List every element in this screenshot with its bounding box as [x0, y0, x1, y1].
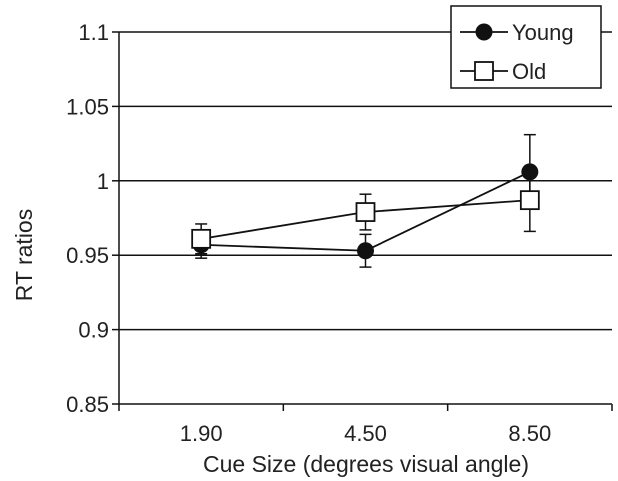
y-tick-label: 1.1 [78, 20, 109, 45]
legend-label: Old [512, 59, 546, 84]
legend-item-old: Old [460, 59, 546, 84]
y-tick-label: 0.95 [66, 243, 109, 268]
data-point [355, 202, 376, 222]
legend-marker [475, 23, 493, 41]
data-point [191, 228, 212, 249]
series-layer [191, 133, 540, 268]
x-tick-label: 1.90 [180, 421, 223, 446]
y-tick-label: 1.05 [66, 94, 109, 119]
legend: Young Old [450, 5, 602, 89]
legend-label: Young [512, 20, 574, 45]
series-old [191, 168, 540, 255]
x-axis-ticks: 1.90 4.50 8.50 [118, 404, 613, 446]
y-axis-ticks: 0.85 0.9 0.95 1 1.05 1.1 [66, 20, 119, 417]
axes [118, 32, 612, 405]
y-axis-title: RT ratios [11, 209, 37, 301]
x-tick-label: 4.50 [344, 421, 387, 446]
y-tick-label: 1 [97, 169, 109, 194]
x-axis-title: Cue Size (degrees visual angle) [203, 451, 529, 477]
data-point [357, 242, 374, 260]
x-tick-label: 8.50 [508, 421, 551, 446]
y-tick-label: 0.85 [66, 392, 109, 417]
legend-marker [474, 61, 494, 81]
legend-item-young: Young [460, 20, 574, 45]
data-point [519, 190, 540, 211]
y-tick-label: 0.9 [78, 318, 109, 343]
